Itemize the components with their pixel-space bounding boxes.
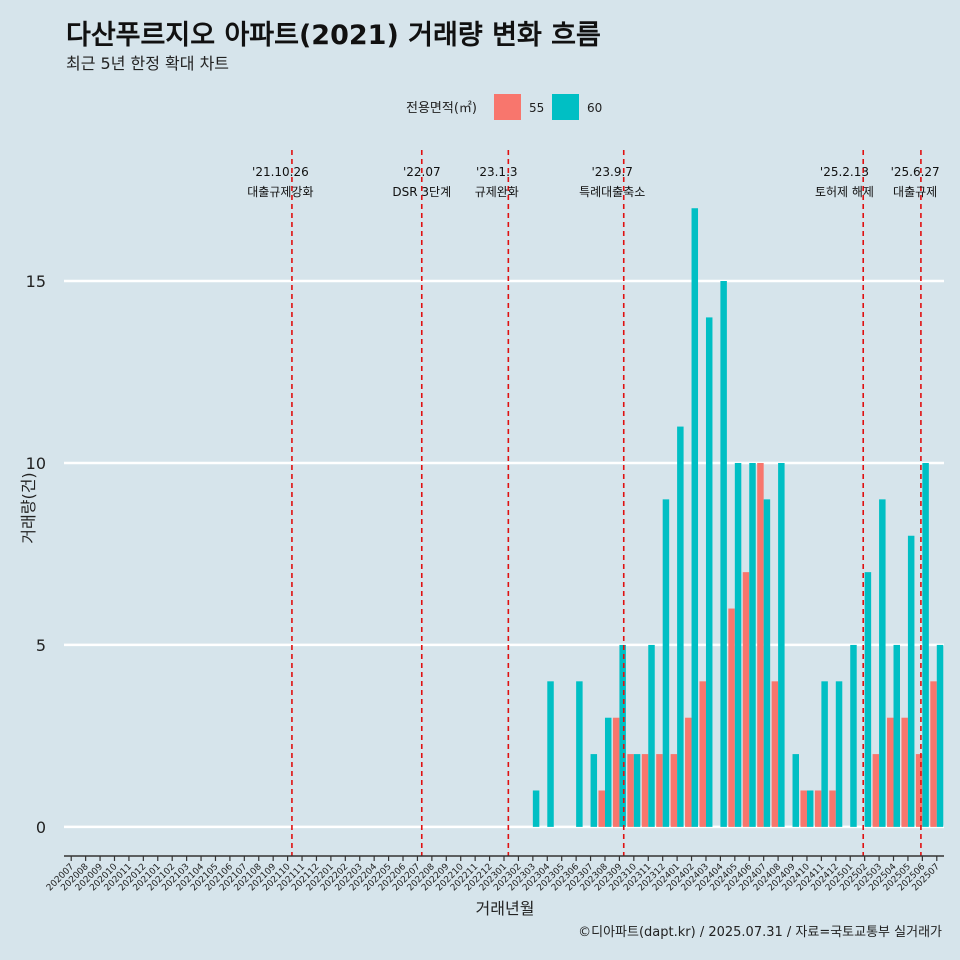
event-date: '25.2.13 bbox=[820, 165, 869, 179]
event-label: 특례대출축소 bbox=[579, 185, 645, 199]
event-date: '21.10.26 bbox=[252, 165, 309, 179]
y-tick-label: 15 bbox=[26, 272, 46, 291]
x-axis: 2020072020082020092020102020112020122021… bbox=[45, 855, 944, 893]
bar-60-202306 bbox=[576, 681, 583, 827]
bar-55-202504 bbox=[887, 717, 894, 827]
chart-subtitle: 최근 5년 한정 확대 차트 bbox=[66, 54, 229, 73]
bar-60-202408 bbox=[778, 462, 785, 827]
y-axis-ticks: 0 5 10 15 bbox=[26, 272, 46, 837]
bar-60-202309 bbox=[619, 644, 626, 827]
event-markers: '21.10.26 대출규제강화 '22.07 DSR 3단계 '23.1.3 규제완화 '… bbox=[247, 150, 940, 856]
bar-55-202411 bbox=[814, 790, 822, 827]
event-label: 대출규제강화 bbox=[247, 185, 313, 199]
event-date: '23.9.7 bbox=[591, 165, 632, 179]
bar-55-202503 bbox=[872, 754, 880, 827]
event-label: 대출규제 bbox=[893, 185, 937, 199]
bar-60-202403 bbox=[705, 317, 713, 827]
bar-55-202410 bbox=[800, 790, 807, 827]
bar-60-202506 bbox=[922, 462, 929, 827]
bar-55-202505 bbox=[901, 717, 908, 827]
bar-55-202406 bbox=[742, 572, 750, 827]
bar-60-202504 bbox=[893, 644, 900, 827]
x-axis-title: 거래년월 bbox=[476, 899, 535, 918]
bar-60-202503 bbox=[879, 499, 886, 827]
event-date: '25.6.27 bbox=[891, 165, 940, 179]
legend-swatch-55 bbox=[494, 94, 521, 120]
legend: 전용면적(㎡) 55 60 bbox=[406, 94, 602, 120]
caption: ©디아파트(dapt.kr) / 2025.07.31 / 자료=국토교통부 실… bbox=[578, 925, 942, 940]
bar-60-202311 bbox=[648, 644, 655, 827]
bar-60-202405 bbox=[734, 462, 742, 827]
bar-55-202308 bbox=[598, 790, 605, 827]
event-label: 규제완화 bbox=[475, 185, 519, 199]
event-label: 토허제 해제 bbox=[815, 185, 874, 199]
chart-title: 다산푸르지오 아파트(2021) 거래량 변화 흐름 bbox=[66, 20, 601, 51]
bar-55-202311 bbox=[641, 754, 649, 827]
legend-label-55: 55 bbox=[529, 101, 544, 115]
legend-swatch-60 bbox=[552, 94, 579, 120]
bar-55-202507 bbox=[930, 681, 937, 827]
bar-55-202506 bbox=[915, 754, 923, 827]
bars bbox=[532, 208, 944, 827]
gridlines bbox=[64, 279, 944, 829]
y-tick-label: 10 bbox=[26, 454, 46, 473]
event-date: '23.1.3 bbox=[476, 165, 517, 179]
bar-60-202507 bbox=[936, 644, 944, 827]
bar-60-202411 bbox=[821, 681, 828, 827]
y-axis-title: 거래량(건) bbox=[19, 472, 38, 543]
bar-55-202405 bbox=[728, 608, 735, 827]
bar-55-202312 bbox=[656, 754, 663, 827]
event-date: '22.07 bbox=[403, 165, 441, 179]
bar-55-202310 bbox=[627, 754, 634, 827]
bar-60-202412 bbox=[835, 681, 843, 827]
legend-label-60: 60 bbox=[587, 101, 602, 115]
bar-60-202303 bbox=[532, 790, 540, 827]
bar-60-202401 bbox=[677, 426, 684, 827]
bar-60-202310 bbox=[633, 754, 641, 827]
bar-60-202312 bbox=[662, 499, 670, 827]
bar-60-202505 bbox=[907, 535, 915, 827]
event-label: DSR 3단계 bbox=[392, 185, 451, 199]
bar-60-202404 bbox=[720, 281, 727, 827]
bar-60-202410 bbox=[806, 790, 814, 827]
bar-55-202401 bbox=[670, 754, 678, 827]
bar-55-202407 bbox=[757, 462, 764, 827]
bar-60-202308 bbox=[604, 717, 612, 827]
bar-60-202307 bbox=[590, 754, 598, 827]
legend-title: 전용면적(㎡) bbox=[406, 101, 477, 116]
bar-60-202406 bbox=[749, 462, 756, 827]
bar-60-202502 bbox=[864, 572, 872, 827]
bar-55-202403 bbox=[699, 681, 706, 827]
bar-60-202402 bbox=[691, 208, 699, 827]
y-tick-label: 0 bbox=[36, 818, 46, 837]
bar-60-202304 bbox=[547, 681, 554, 827]
bar-55-202402 bbox=[685, 717, 692, 827]
bar-60-202407 bbox=[763, 499, 771, 827]
y-tick-label: 5 bbox=[36, 636, 46, 655]
bar-60-202501 bbox=[850, 644, 857, 827]
bar-60-202409 bbox=[792, 754, 800, 827]
bar-55-202408 bbox=[771, 681, 779, 827]
bar-55-202412 bbox=[829, 790, 836, 827]
bar-55-202309 bbox=[612, 717, 620, 827]
